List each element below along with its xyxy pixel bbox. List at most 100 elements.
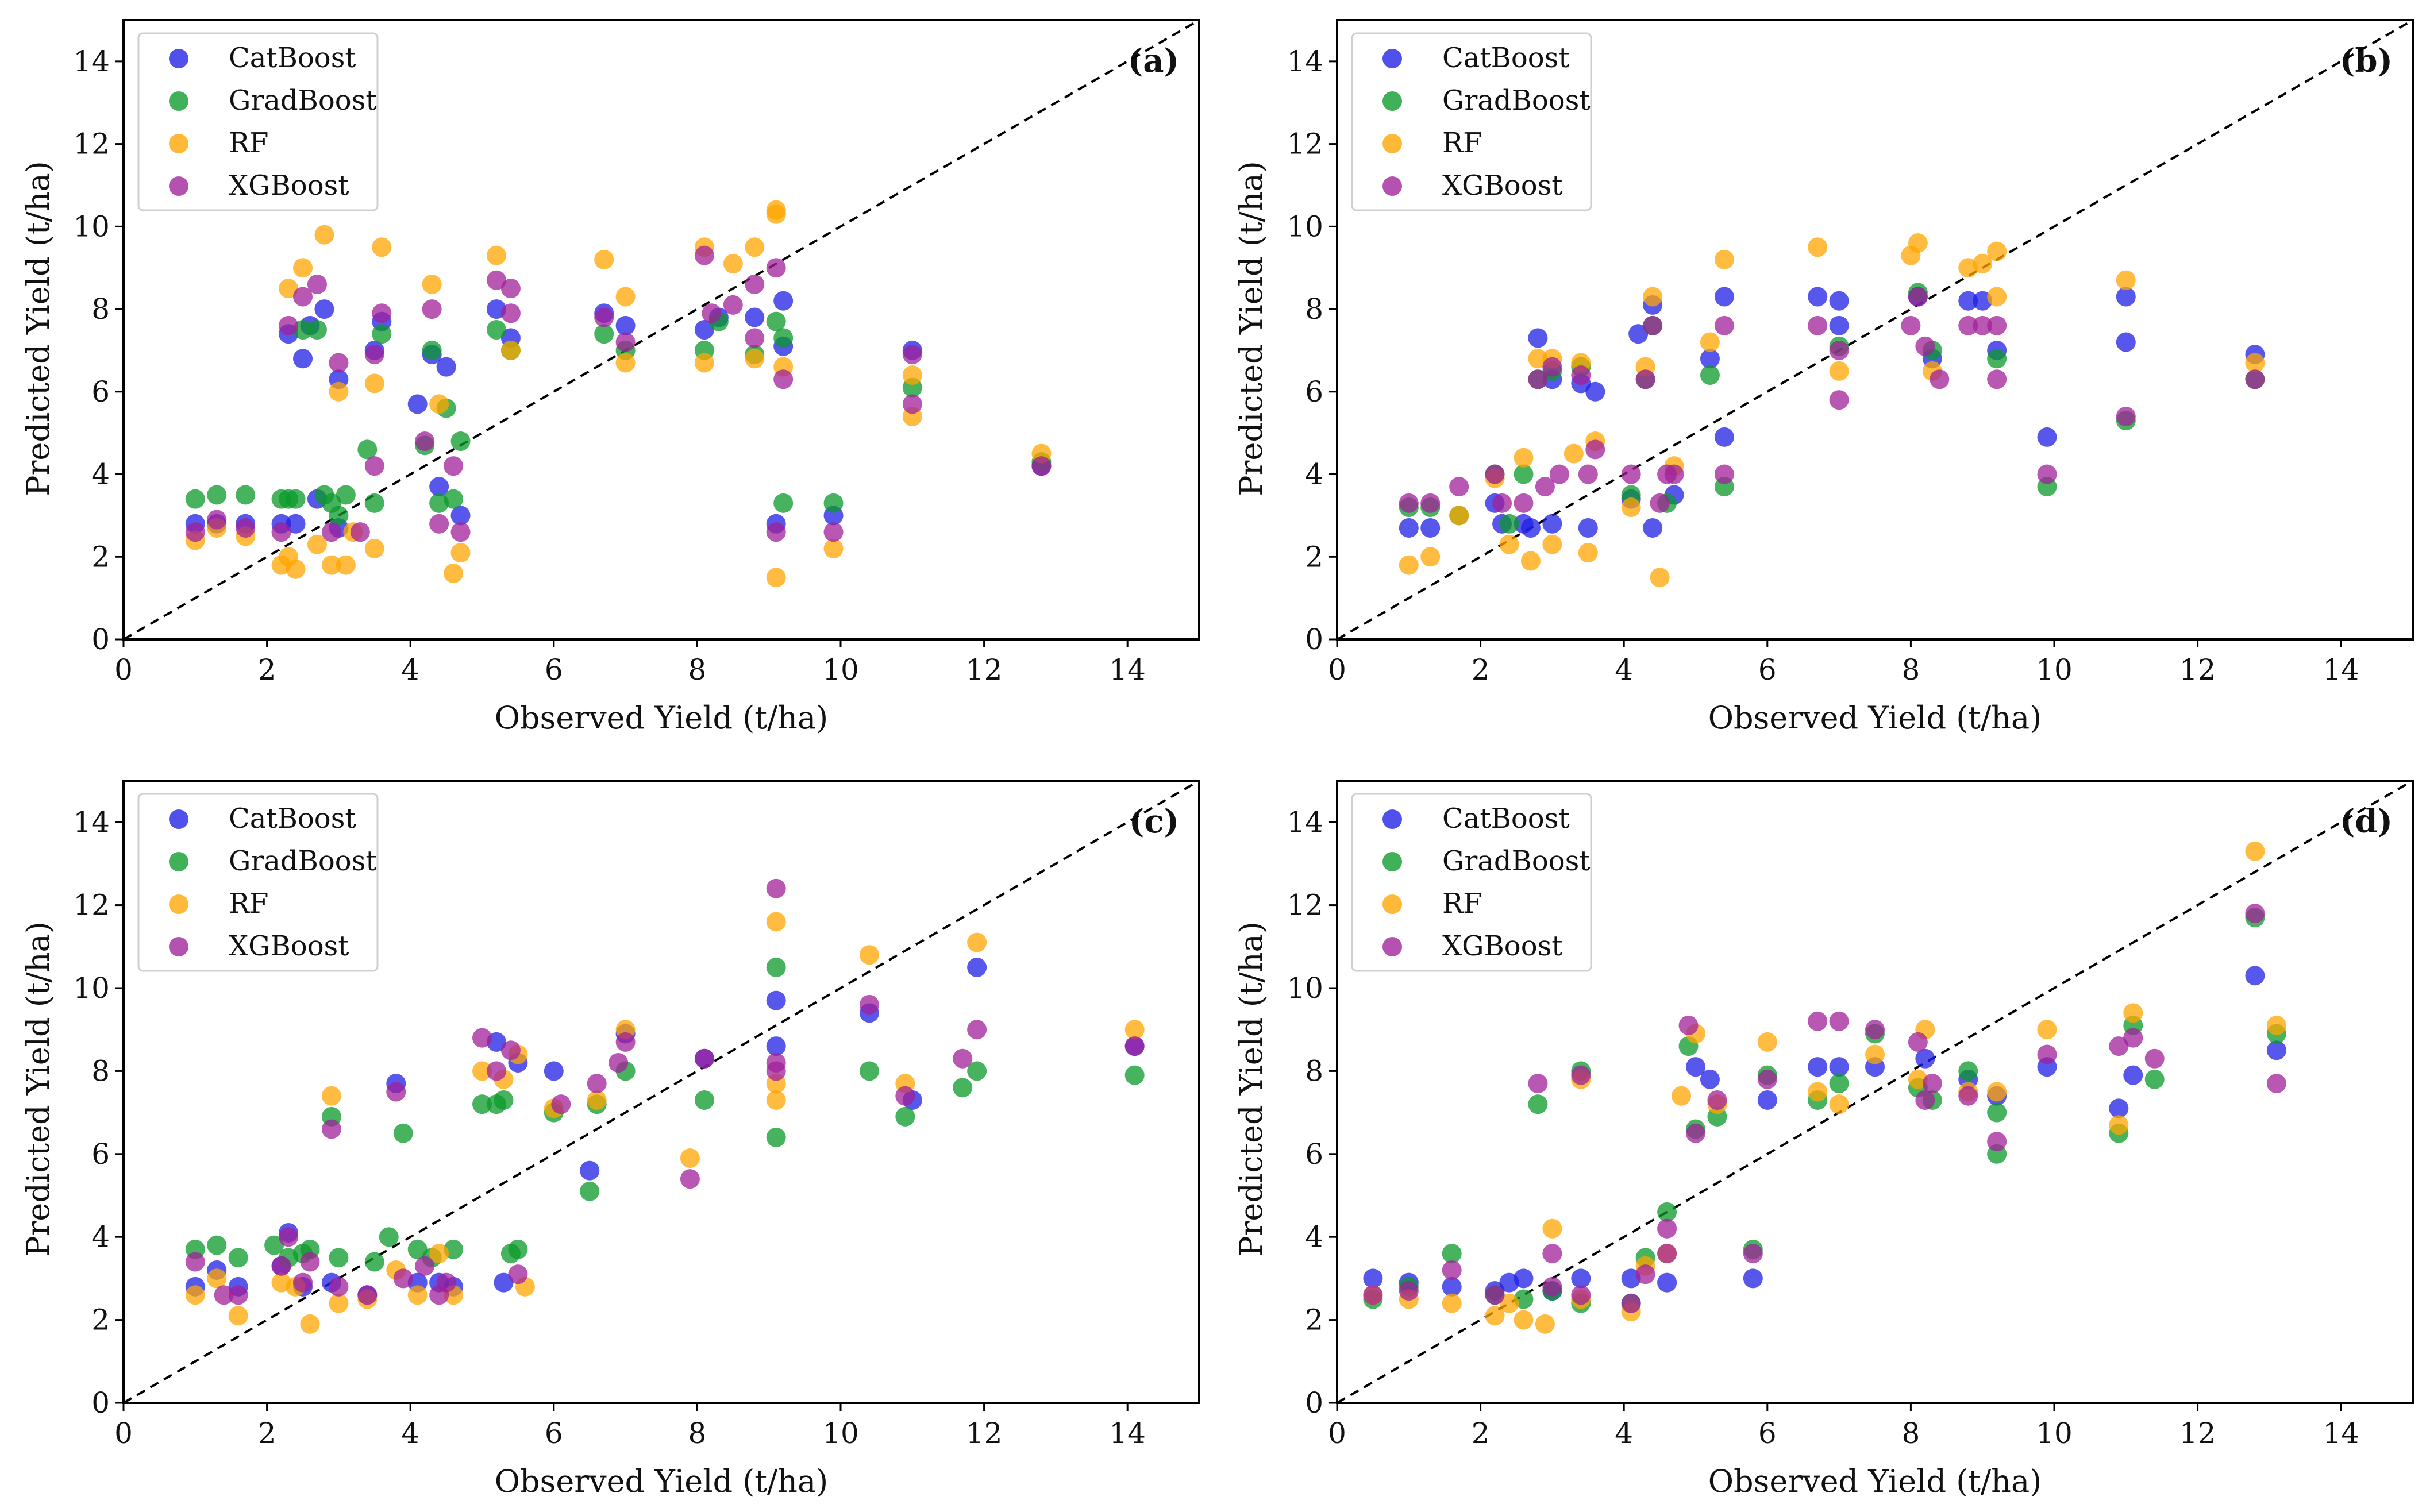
point-xgboost	[1664, 464, 1684, 484]
panel-d: Predicted Yield (t/ha) Observed Yield (t…	[1233, 780, 2414, 1499]
point-rf	[1528, 349, 1548, 369]
panel-c-ylabel: Predicted Yield (t/ha)	[20, 921, 56, 1257]
point-gradboost	[236, 485, 256, 505]
panel-a-xtick-label: 6	[545, 653, 563, 686]
point-xgboost	[1707, 1090, 1727, 1110]
point-xgboost	[500, 279, 521, 299]
point-rf	[336, 555, 356, 575]
panel-b-ticks: 0 2 4 6 8 10 12 14 0 2 4 6 8 10 12 14	[1287, 45, 2359, 686]
panel-a-xtick-label: 4	[401, 653, 419, 686]
point-catboost	[766, 1036, 786, 1056]
point-rf	[364, 538, 384, 558]
panel-d-ytick-label: 14	[1287, 805, 1323, 839]
point-xgboost	[1987, 315, 2007, 335]
point-xgboost	[422, 299, 442, 319]
point-xgboost	[1714, 464, 1734, 484]
point-xgboost	[2037, 1044, 2057, 1064]
panel-a-frame	[122, 19, 1200, 641]
panel-c-ytick-label: 2	[91, 1303, 110, 1337]
point-rf	[1621, 497, 1641, 518]
point-xgboost	[1635, 369, 1655, 389]
panel-a-points	[185, 200, 1052, 588]
panel-a-ticks: 0 2 4 6 8 10 12 14 0 2 4 6 8 10 12 14	[73, 45, 1146, 686]
panel-c-identity-line	[122, 780, 1200, 1404]
point-xgboost	[1757, 1069, 1777, 1089]
point-rf	[1563, 443, 1584, 464]
point-xgboost	[766, 522, 786, 542]
panel-c-ticks: 0 2 4 6 8 10 12 14 0 2 4 6 8 10 12 14	[73, 805, 1146, 1450]
point-xgboost	[1124, 1036, 1145, 1056]
point-rf	[429, 1244, 449, 1264]
point-rf	[1700, 332, 1720, 352]
point-gradboost	[364, 493, 384, 513]
panel-d-ticks: 0 2 4 6 8 10 12 14 0 2 4 6 8 10 12 14	[1287, 805, 2359, 1450]
legend-label-rf: RF	[229, 127, 268, 159]
point-rf	[1520, 551, 1541, 571]
point-catboost	[1829, 291, 1849, 311]
point-xgboost	[415, 431, 435, 452]
point-gradboost	[207, 1235, 227, 1255]
point-rf	[1865, 1044, 1885, 1064]
point-xgboost	[500, 303, 521, 323]
panel-d-ytick-label: 8	[1305, 1054, 1323, 1087]
point-catboost	[286, 514, 306, 534]
point-rf	[450, 543, 471, 563]
panel-c-frame	[122, 780, 1200, 1404]
point-rf	[859, 945, 879, 965]
point-rf	[594, 249, 614, 269]
point-gradboost	[2144, 1069, 2165, 1089]
point-gradboost	[264, 1235, 284, 1255]
point-gradboost	[953, 1078, 973, 1098]
point-catboost	[1686, 1057, 1705, 1077]
point-xgboost	[429, 514, 449, 534]
point-xgboost	[293, 287, 313, 307]
point-rf	[444, 564, 464, 584]
point-xgboost	[1808, 1011, 1828, 1031]
point-xgboost	[185, 1252, 205, 1272]
point-xgboost	[500, 1040, 521, 1060]
panel-c-ytick-label: 12	[73, 889, 110, 922]
point-catboost	[407, 394, 428, 414]
point-catboost	[544, 1061, 564, 1081]
point-gradboost	[407, 1239, 428, 1259]
panel-c-xtick-label: 4	[401, 1417, 419, 1450]
point-rf	[1124, 1020, 1145, 1040]
point-rf	[745, 349, 765, 369]
point-xgboost	[293, 1272, 313, 1293]
point-rf	[766, 1090, 786, 1110]
point-xgboost	[1485, 464, 1505, 484]
panel-d-xtick-label: 14	[2323, 1417, 2359, 1450]
legend-marker-catboost	[1382, 809, 1402, 829]
panel-d-xtick-label: 12	[2179, 1417, 2216, 1450]
point-catboost	[967, 957, 987, 977]
point-xgboost	[236, 518, 256, 538]
legend-marker-gradboost	[169, 852, 188, 871]
point-xgboost	[1930, 369, 1950, 389]
panel-b-xtick-label: 2	[1472, 653, 1490, 686]
point-rf	[329, 381, 349, 402]
point-xgboost	[450, 522, 471, 542]
point-gradboost	[444, 489, 464, 509]
point-rf	[1399, 555, 1419, 575]
point-gradboost	[1442, 1244, 1462, 1264]
point-catboost	[293, 349, 313, 369]
point-xgboost	[615, 332, 636, 352]
point-gradboost	[1958, 1061, 1978, 1081]
point-xgboost	[279, 1227, 299, 1247]
panel-a-xtick-label: 14	[1109, 653, 1146, 686]
point-catboost	[1514, 1268, 1534, 1289]
legend-label-xgboost: XGBoost	[229, 169, 349, 202]
point-catboost	[773, 291, 794, 311]
point-xgboost	[1678, 1015, 1699, 1035]
point-rf	[823, 538, 844, 558]
point-catboost	[694, 320, 714, 340]
point-xgboost	[680, 1169, 700, 1189]
point-gradboost	[580, 1181, 600, 1201]
point-xgboost	[1585, 439, 1605, 460]
point-catboost	[745, 307, 765, 327]
point-rf	[1808, 1082, 1828, 1102]
panel-a-xtick-label: 12	[966, 653, 1003, 686]
point-catboost	[2266, 1040, 2286, 1060]
legend-label-catboost: CatBoost	[1442, 42, 1570, 74]
panel-d-xtick-label: 0	[1328, 1417, 1346, 1450]
